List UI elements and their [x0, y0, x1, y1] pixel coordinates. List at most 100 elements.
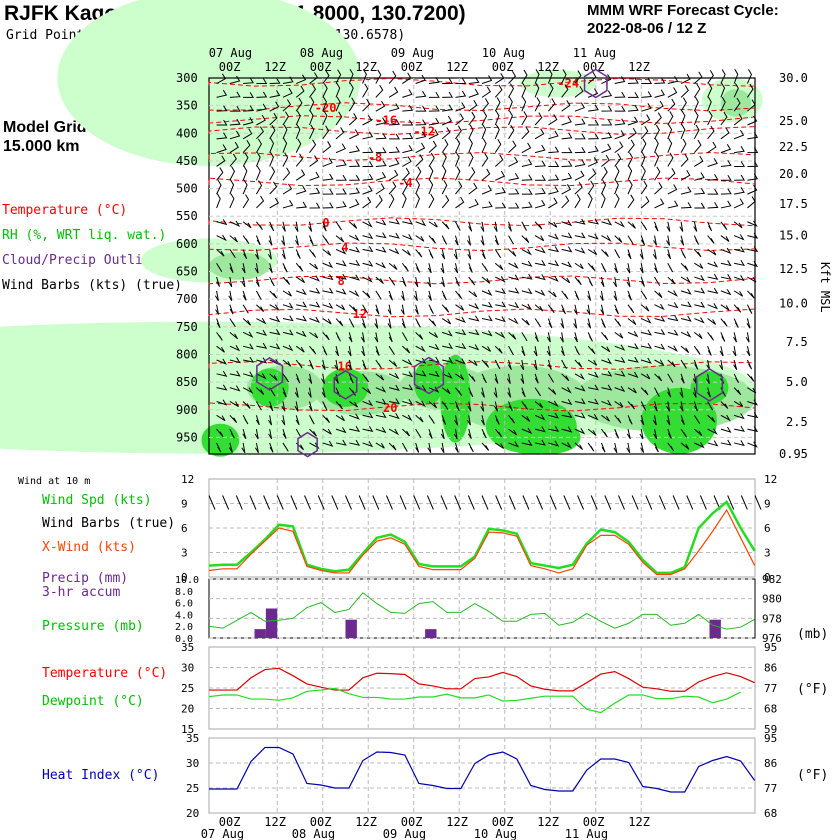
wind-barb	[600, 318, 606, 328]
wind-barb	[614, 249, 621, 259]
wind-barb	[229, 130, 241, 140]
wind-barb	[548, 425, 560, 432]
wind-barb	[401, 193, 407, 209]
wind-barb	[734, 440, 745, 447]
wind-barb	[242, 194, 250, 209]
wind-barb	[521, 174, 533, 181]
wind-barb	[653, 429, 658, 440]
wind-barb	[454, 442, 459, 453]
wind-barb	[427, 263, 432, 274]
bottom-hour-tick: 12Z	[446, 815, 468, 829]
wind-barb	[521, 111, 528, 126]
wind-barb	[322, 318, 332, 325]
wind-barb	[667, 302, 679, 309]
wind-barb	[229, 401, 239, 407]
wind-barb	[508, 83, 515, 98]
wind-barb	[401, 276, 407, 287]
wind-barb	[574, 170, 585, 181]
wind-barb	[388, 428, 400, 436]
wind-barb	[627, 221, 636, 229]
wind-barb	[388, 359, 398, 367]
wind-barb	[388, 86, 399, 98]
wind-barb	[415, 105, 427, 112]
temp-ytick-right: 86	[764, 662, 777, 675]
precip-ytick: 4.0	[175, 610, 193, 621]
wind-barb	[666, 415, 671, 426]
wind-barb	[653, 235, 658, 246]
wind-barb	[493, 387, 498, 398]
wind-barb	[534, 247, 546, 254]
wind-barb	[679, 221, 684, 232]
temperature-contour-label: -24	[557, 76, 579, 90]
wind-barb	[467, 249, 472, 260]
wind-barb	[375, 147, 387, 154]
wind-barb	[600, 193, 606, 209]
wind-barb	[441, 276, 446, 288]
wind-barb	[639, 429, 644, 440]
wind-barb	[561, 398, 573, 406]
wind-barb	[336, 188, 347, 195]
wind-barb	[428, 152, 435, 167]
wind-barb	[229, 220, 241, 227]
bottom-date-tick: 10 Aug	[474, 827, 517, 840]
wind-barb	[348, 373, 354, 384]
wind-barb	[654, 387, 660, 397]
temperature-contour-label: -12	[413, 125, 435, 139]
wind-barb	[229, 318, 236, 328]
wind-barb	[375, 172, 387, 181]
surface-wind-barb	[372, 495, 380, 510]
wind-barb	[720, 247, 732, 255]
wind-barb	[295, 97, 303, 112]
wind-barb	[534, 387, 541, 397]
wind-barb	[295, 153, 304, 167]
wind-barb	[693, 235, 700, 245]
wind-barb	[402, 144, 413, 154]
wind-barb	[667, 124, 673, 140]
wind-barb	[720, 401, 729, 409]
surface-wind-barb	[590, 495, 598, 510]
wind-barb	[747, 260, 759, 268]
wind-barb	[309, 124, 315, 140]
wind-barb	[349, 174, 361, 181]
wind-barb	[535, 175, 546, 181]
wind-barb	[521, 221, 527, 231]
pressure-ytick: 980	[762, 593, 782, 606]
wind-barb	[282, 373, 290, 383]
wind-barb	[294, 401, 299, 412]
height-axis-label: Kft MSL	[818, 262, 832, 313]
wind-barb	[296, 288, 307, 296]
wind-barb	[641, 317, 652, 324]
wind-barb	[639, 249, 644, 260]
wind-barb	[640, 415, 645, 426]
wind-barb	[614, 318, 622, 327]
wind-barb	[362, 161, 374, 167]
wind-barb	[455, 387, 462, 396]
surface-wind-barb	[618, 495, 625, 510]
wind-barb	[467, 415, 471, 426]
wind-barb	[586, 304, 591, 315]
xwind-line	[208, 508, 756, 576]
wind-barb	[269, 304, 280, 312]
wind-barb	[454, 401, 460, 411]
wind-barb	[415, 263, 421, 273]
wind-barb	[295, 235, 299, 246]
wind-barb	[415, 219, 427, 227]
wind-barb	[322, 249, 332, 256]
wind-barb	[734, 146, 745, 154]
wind-barb	[667, 428, 672, 439]
wind-barb	[574, 133, 586, 140]
wind-barb	[508, 302, 520, 309]
wind-barb	[348, 68, 354, 84]
wind-barb	[627, 415, 633, 425]
wind-barb	[295, 110, 301, 126]
wind-barb	[415, 318, 421, 328]
wind-barb	[242, 331, 254, 338]
bottom-hour-tick: 12Z	[537, 815, 559, 829]
wind-barb	[322, 221, 327, 232]
wind-barb	[627, 77, 639, 85]
wind-barb	[427, 290, 432, 301]
wind-barb	[428, 140, 437, 154]
wind-barb	[242, 401, 251, 409]
wind-barb	[428, 221, 438, 228]
wind-barb	[614, 401, 624, 408]
